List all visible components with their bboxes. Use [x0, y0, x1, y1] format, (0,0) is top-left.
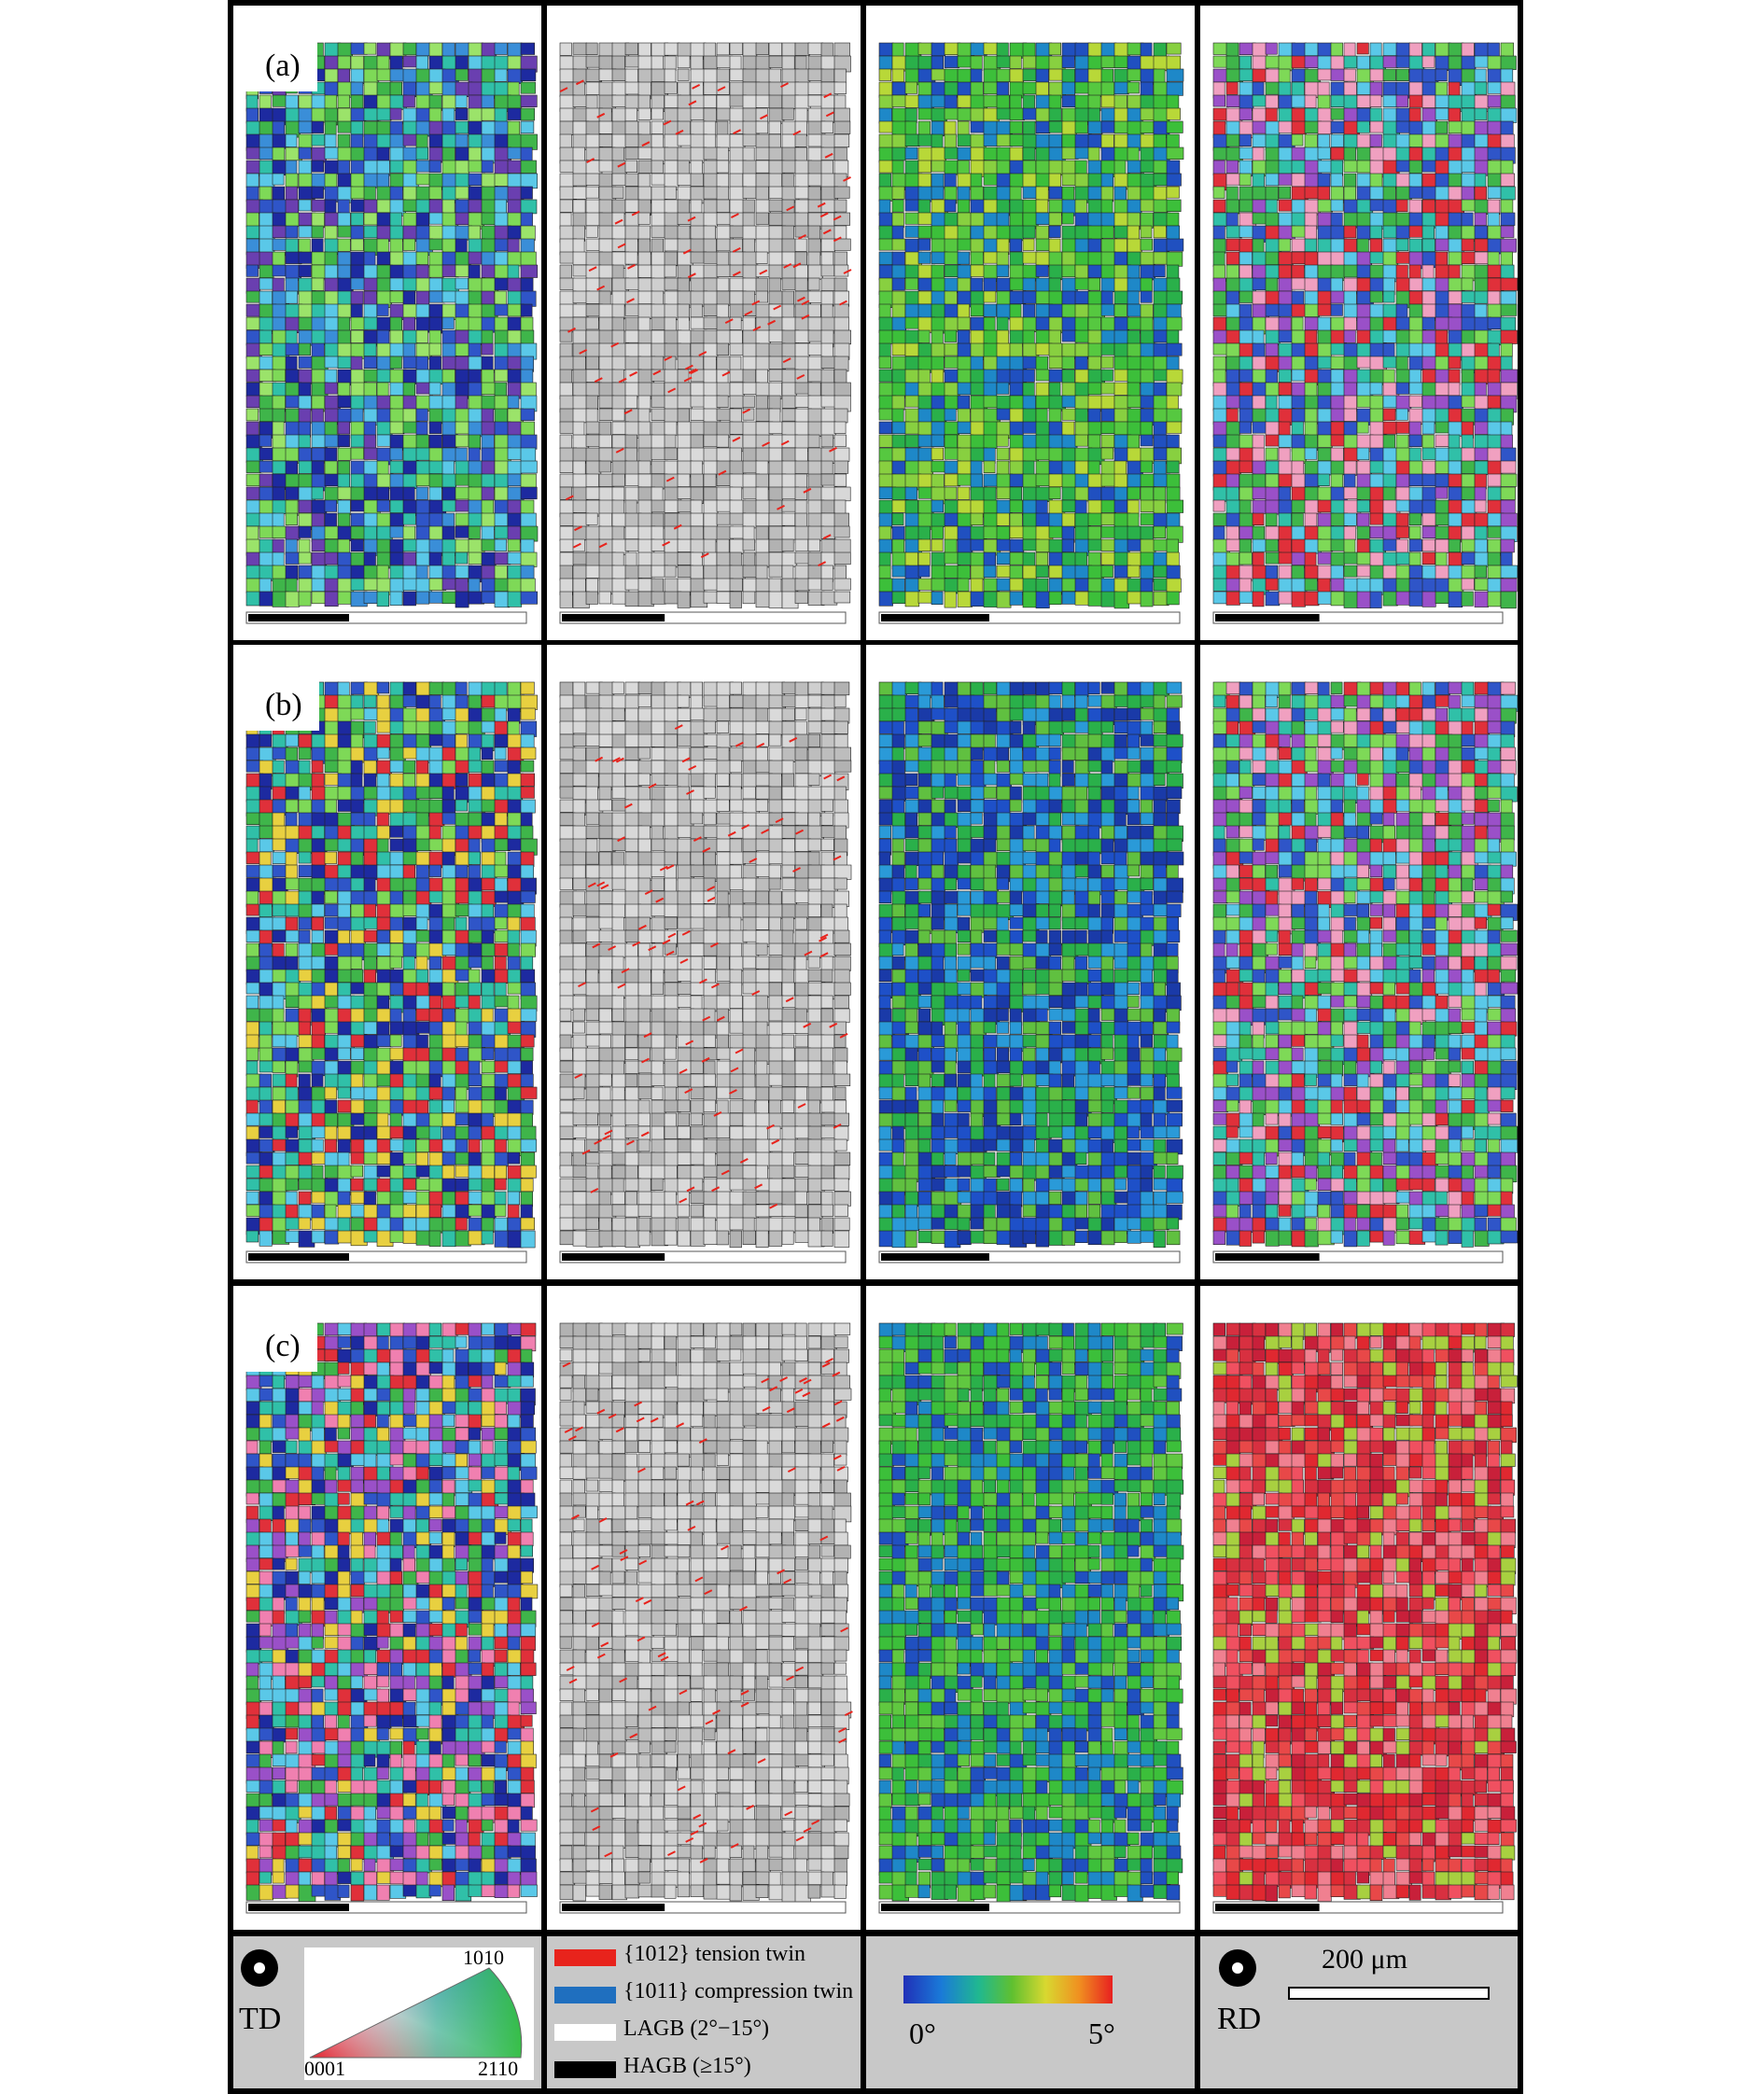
- grain-texture: [559, 42, 852, 624]
- grain-texture: [1212, 42, 1518, 624]
- grain-texture: [878, 681, 1184, 1263]
- tension-twin-swatch: [554, 1949, 616, 1966]
- panel-label: (b): [245, 677, 319, 731]
- ipf-map-row-2: (b): [233, 645, 541, 1279]
- ipf-legend-cell: TD 1010: [233, 1936, 541, 2088]
- rd-axis-icon: [1219, 1949, 1256, 1987]
- ipf-rd-map-row-3: [1200, 1286, 1518, 1930]
- lagb-swatch: [554, 2024, 616, 2041]
- compression-twin-swatch: [554, 1987, 616, 2003]
- ipf-rd-map-row-1: [1200, 6, 1518, 640]
- grain-texture: [245, 42, 539, 624]
- scale-bar-label: 200 μm: [1322, 1944, 1407, 1975]
- td-axis-icon: [241, 1949, 278, 1987]
- td-label: TD: [239, 2002, 282, 2036]
- panel-label: (a): [245, 37, 317, 91]
- boundary-map-row-2: [547, 645, 861, 1279]
- boundary-map-row-1: [547, 6, 861, 640]
- grain-texture: [245, 1322, 539, 1914]
- scale-bar: [1288, 1987, 1490, 2000]
- kam-map-row-1: [866, 6, 1195, 640]
- rd-label: RD: [1217, 2002, 1262, 2036]
- grain-texture: [1212, 1322, 1518, 1914]
- kam-colorbar: [903, 1975, 1113, 2003]
- ipf-triangle-graphic: [309, 1967, 523, 2059]
- boundary-map-row-3: [547, 1286, 861, 1930]
- grain-texture: [878, 1322, 1184, 1914]
- ipf-corner-top: 1010: [463, 1946, 504, 1969]
- grain-texture: [245, 681, 539, 1263]
- kam-legend-cell: 0° 5°: [866, 1936, 1195, 2088]
- grain-texture: [878, 42, 1184, 624]
- ipf-map-row-3: (c): [233, 1286, 541, 1930]
- kam-map-row-3: [866, 1286, 1195, 1930]
- lagb-label: LAGB (2°−15°): [623, 2017, 770, 2041]
- panel-label: (c): [245, 1318, 317, 1372]
- ipf-rd-map-row-2: [1200, 645, 1518, 1279]
- ipf-corner-bottom-left: 0001: [304, 2057, 345, 2080]
- ipf-map-row-1: (a): [233, 6, 541, 640]
- kam-min-label: 0°: [909, 2017, 936, 2050]
- grain-texture: [559, 681, 852, 1263]
- grain-texture: [1212, 681, 1518, 1263]
- kam-map-row-2: [866, 645, 1195, 1279]
- kam-max-label: 5°: [1088, 2017, 1115, 2050]
- ipf-triangle: 1010 0001 2110: [304, 1946, 534, 2080]
- boundary-legend-cell: {1012} tension twin {1011} compression t…: [547, 1936, 861, 2088]
- rd-legend-cell: RD 200 μm: [1200, 1936, 1518, 2088]
- hagb-label: HAGB (≥15°): [623, 2054, 751, 2078]
- hagb-swatch: [554, 2061, 616, 2078]
- tension-twin-label: {1012} tension twin: [623, 1942, 806, 1966]
- ipf-corner-bottom-right: 2110: [478, 2057, 519, 2080]
- grain-texture: [559, 1322, 853, 1914]
- ebsd-figure: (a) (b) (c) TD: [228, 0, 1523, 2094]
- compression-twin-label: {1011} compression twin: [623, 1979, 854, 2003]
